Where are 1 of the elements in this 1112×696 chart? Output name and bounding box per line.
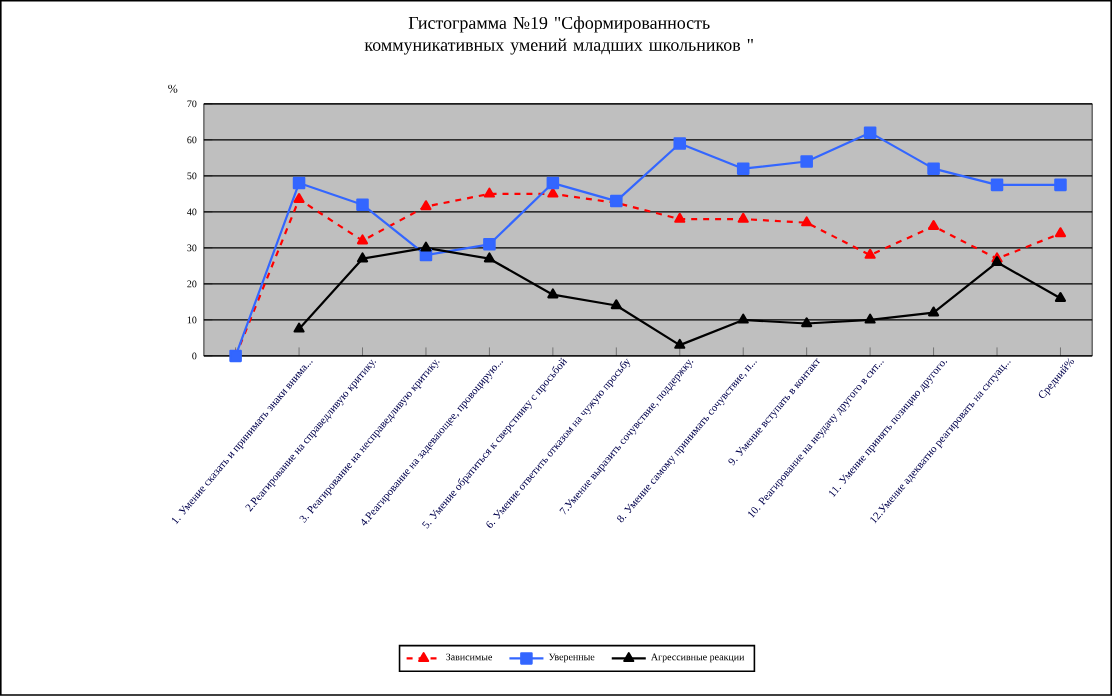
chart-title: Гистограмма №19 "Сформированность коммуникативных умений младших школьников " [364, 16, 753, 55]
